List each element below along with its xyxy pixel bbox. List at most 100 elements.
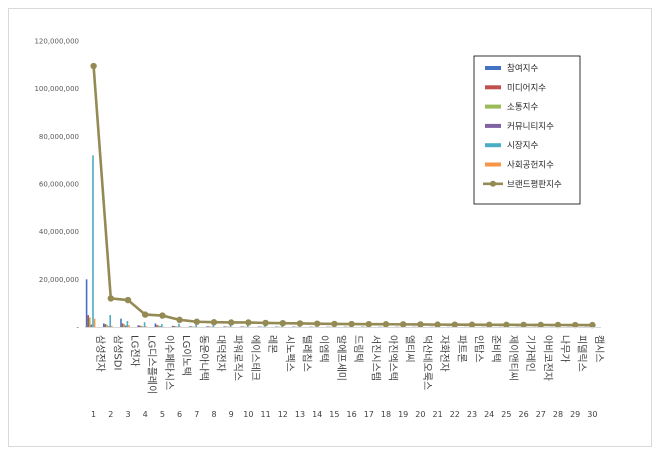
bar <box>309 326 311 328</box>
bar <box>345 326 347 328</box>
x-index-label: 2 <box>108 410 113 419</box>
bar <box>361 326 363 328</box>
bar <box>329 326 332 328</box>
line-point <box>159 312 166 319</box>
y-axis: - 20,000,000 40,000,000 60,000,000 80,000,00… <box>34 38 79 332</box>
y-tick-label: - <box>76 324 79 332</box>
x-index-label: 15 <box>329 410 339 419</box>
bar <box>243 326 246 328</box>
bar <box>242 326 244 328</box>
y-tick-label: 20,000,000 <box>39 276 79 284</box>
bar <box>312 326 315 328</box>
bar <box>293 326 296 328</box>
bar <box>212 324 215 327</box>
bar <box>240 326 243 327</box>
line-point <box>142 311 149 318</box>
bar <box>176 326 179 328</box>
legend-label: 사회공헌지수 <box>507 161 554 171</box>
x-index-label: 30 <box>587 410 597 419</box>
bar <box>362 326 365 328</box>
bar <box>121 323 124 327</box>
x-category-label: 엘티씨 <box>404 335 417 363</box>
x-index-label: 10 <box>243 410 253 419</box>
y-tick-label: 80,000,000 <box>39 133 79 141</box>
line-point <box>589 321 596 329</box>
bar <box>92 155 94 327</box>
x-category-label: 캠시스 <box>593 335 605 363</box>
line-point <box>90 62 97 70</box>
x-index-label: 25 <box>501 410 511 419</box>
x-category-label: 텔레칩스 <box>301 335 313 372</box>
y-tick-label: 40,000,000 <box>39 228 79 236</box>
line-point <box>124 296 132 304</box>
legend-swatch <box>485 123 501 128</box>
legend-swatch <box>485 66 501 70</box>
bar <box>171 325 174 327</box>
x-category-label: 아비코전자 <box>541 335 553 381</box>
x-category-label: 동운아나텍 <box>197 335 209 381</box>
bar <box>123 324 125 327</box>
bar <box>225 326 227 328</box>
x-category-label: 삼성SDI <box>111 335 123 370</box>
bar <box>343 326 346 328</box>
legend-swatch <box>485 162 501 167</box>
line-point <box>296 320 304 327</box>
x-index-label: 3 <box>125 410 130 419</box>
bar <box>395 326 397 328</box>
bar <box>195 324 197 327</box>
line-point <box>176 316 183 324</box>
bar <box>261 326 263 328</box>
x-category-label: 피델릭스 <box>576 335 588 372</box>
legend-label: 커뮤니티지수 <box>507 121 554 132</box>
bar <box>328 326 330 328</box>
bar <box>106 324 108 327</box>
x-index-label: 17 <box>364 410 374 419</box>
legend-label: 소통지수 <box>507 103 538 113</box>
x-category-label: LG전자 <box>129 335 141 367</box>
x-index-label: 21 <box>433 410 443 419</box>
x-index-label: 19 <box>398 410 408 419</box>
bar <box>161 324 163 327</box>
x-index-label: 12 <box>278 410 288 419</box>
bar <box>154 323 157 327</box>
line-point <box>503 321 510 329</box>
x-index-label: 26 <box>519 410 529 419</box>
x-category-label: 대덕전자 <box>215 335 227 372</box>
x-category-label: 이엠텍 <box>318 335 330 363</box>
bar <box>111 325 113 327</box>
bar <box>226 326 229 328</box>
line-point <box>417 321 424 328</box>
line-point <box>228 319 235 326</box>
x-category-label: 아진엑스텍 <box>387 335 399 381</box>
x-index-label: 23 <box>467 410 477 419</box>
line-point <box>210 319 218 326</box>
line-point <box>537 321 544 329</box>
line-point <box>382 321 390 328</box>
line-point <box>468 321 476 328</box>
x-index-label: 8 <box>211 410 216 419</box>
x-category-label: 서진시스템 <box>369 335 381 381</box>
bar <box>87 315 89 327</box>
legend-swatch <box>485 104 501 109</box>
legend-label: 시장지수 <box>507 140 538 151</box>
line-point <box>486 321 493 329</box>
x-category-label: 덕산네오룩스 <box>421 335 433 390</box>
bar <box>259 326 261 328</box>
x-category-label: 레몬 <box>266 335 278 353</box>
x-category-label: 알에프세미 <box>335 335 347 381</box>
x-index-label: 22 <box>450 410 460 419</box>
line-point <box>245 319 252 326</box>
legend-swatch <box>485 85 501 90</box>
line-point <box>451 321 458 328</box>
bar <box>128 325 130 327</box>
x-index-label: 5 <box>160 410 165 419</box>
bar <box>104 324 107 327</box>
bar <box>107 326 110 327</box>
x-index-label: 4 <box>143 410 148 419</box>
x-axis: 삼성전자 1 삼성SDI 2 LG전자 3 LG디스플레이 4 이수페타시스 5 LG이노텍 6 동운아… <box>85 327 605 419</box>
bar <box>126 321 129 327</box>
legend-label: 참여지수 <box>507 63 538 74</box>
line-point <box>262 319 269 327</box>
bar <box>159 326 161 327</box>
line-point <box>107 295 115 302</box>
